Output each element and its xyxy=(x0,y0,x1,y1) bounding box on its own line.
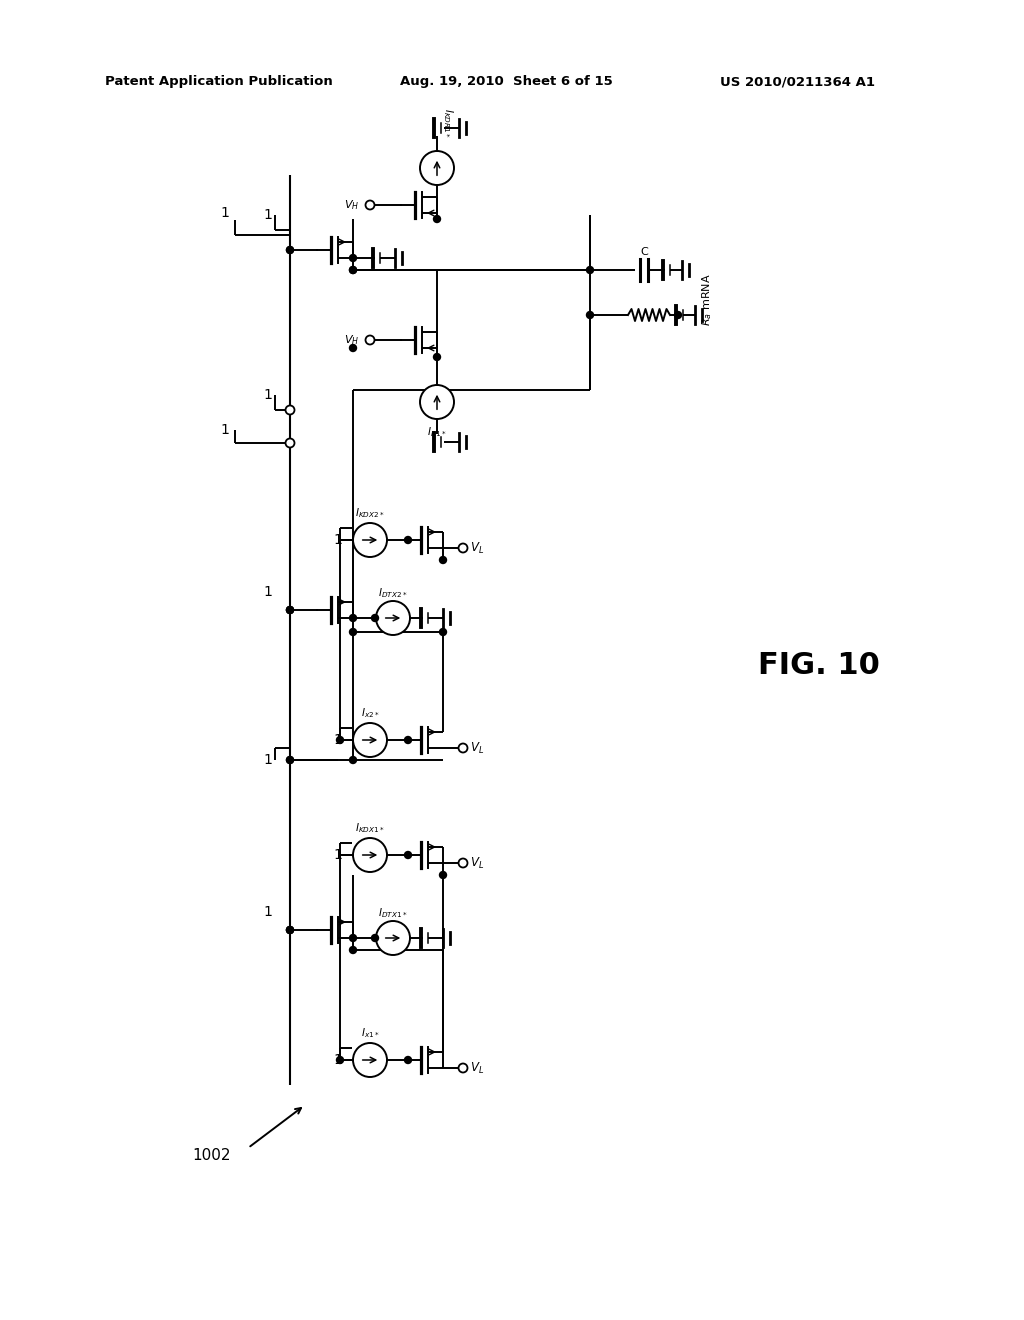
Circle shape xyxy=(287,606,294,614)
Circle shape xyxy=(349,267,356,273)
Circle shape xyxy=(287,927,294,933)
Circle shape xyxy=(376,921,410,954)
Circle shape xyxy=(459,858,468,867)
Circle shape xyxy=(287,927,294,933)
Circle shape xyxy=(675,312,682,318)
Circle shape xyxy=(459,743,468,752)
Circle shape xyxy=(433,354,440,360)
Circle shape xyxy=(439,871,446,879)
Text: 1: 1 xyxy=(220,206,229,220)
Circle shape xyxy=(337,1056,343,1064)
Circle shape xyxy=(286,438,295,447)
Circle shape xyxy=(337,737,343,743)
Circle shape xyxy=(286,405,295,414)
Text: $I_{KDX1*}$: $I_{KDX1*}$ xyxy=(355,821,385,836)
Circle shape xyxy=(372,615,379,622)
Circle shape xyxy=(366,335,375,345)
Circle shape xyxy=(287,756,294,763)
Text: $V_H$: $V_H$ xyxy=(344,198,359,213)
Circle shape xyxy=(404,851,412,858)
Text: US 2010/0211364 A1: US 2010/0211364 A1 xyxy=(720,75,874,88)
Text: $V_L$: $V_L$ xyxy=(470,741,484,755)
Circle shape xyxy=(404,737,412,743)
Circle shape xyxy=(349,615,356,622)
Circle shape xyxy=(349,628,356,635)
Text: $I_{x1*}$: $I_{x1*}$ xyxy=(360,1026,379,1040)
Text: 1: 1 xyxy=(334,733,342,747)
Text: $I_{R1*}$: $I_{R1*}$ xyxy=(427,425,446,438)
Circle shape xyxy=(433,215,440,223)
Circle shape xyxy=(366,201,375,210)
Circle shape xyxy=(353,723,387,756)
Circle shape xyxy=(349,255,356,261)
Circle shape xyxy=(287,247,294,253)
Circle shape xyxy=(420,150,454,185)
Circle shape xyxy=(439,557,446,564)
Text: 1: 1 xyxy=(263,209,272,222)
Circle shape xyxy=(372,935,379,941)
Text: 1: 1 xyxy=(263,388,272,403)
Circle shape xyxy=(349,345,356,351)
Text: $R_a$ mRNA: $R_a$ mRNA xyxy=(700,273,714,326)
Circle shape xyxy=(287,606,294,614)
Circle shape xyxy=(587,267,594,273)
Text: C: C xyxy=(640,247,648,257)
Circle shape xyxy=(587,312,594,318)
Text: Patent Application Publication: Patent Application Publication xyxy=(105,75,333,88)
Circle shape xyxy=(376,601,410,635)
Text: 1: 1 xyxy=(263,585,272,599)
Circle shape xyxy=(349,267,356,273)
Text: $V_H$: $V_H$ xyxy=(344,333,359,347)
Circle shape xyxy=(439,628,446,635)
Circle shape xyxy=(287,247,294,253)
Text: 1: 1 xyxy=(263,752,272,767)
Text: Aug. 19, 2010  Sheet 6 of 15: Aug. 19, 2010 Sheet 6 of 15 xyxy=(400,75,612,88)
Circle shape xyxy=(404,536,412,544)
Circle shape xyxy=(459,544,468,553)
Text: $I_{DTX1*}$: $I_{DTX1*}$ xyxy=(378,906,408,920)
Text: $V_L$: $V_L$ xyxy=(470,855,484,871)
Text: FIG. 10: FIG. 10 xyxy=(758,651,880,680)
Text: $I_{x2*}$: $I_{x2*}$ xyxy=(360,706,379,719)
Circle shape xyxy=(349,946,356,953)
Text: $I_{KDX2*}$: $I_{KDX2*}$ xyxy=(355,506,385,520)
Circle shape xyxy=(459,1064,468,1072)
Circle shape xyxy=(349,935,356,941)
Text: $I_{KDR1*}$: $I_{KDR1*}$ xyxy=(441,108,455,139)
Circle shape xyxy=(287,606,294,614)
Text: $V_L$: $V_L$ xyxy=(470,1060,484,1076)
Text: $I_{DTX2*}$: $I_{DTX2*}$ xyxy=(378,586,408,599)
Circle shape xyxy=(353,838,387,873)
Text: 1: 1 xyxy=(220,422,229,437)
Text: 1: 1 xyxy=(334,533,342,546)
Circle shape xyxy=(404,1056,412,1064)
Circle shape xyxy=(353,1043,387,1077)
Text: $V_L$: $V_L$ xyxy=(470,540,484,556)
Text: 1: 1 xyxy=(334,847,342,862)
Circle shape xyxy=(287,756,294,763)
Text: 1002: 1002 xyxy=(193,1147,230,1163)
Text: 1: 1 xyxy=(263,906,272,919)
Circle shape xyxy=(353,523,387,557)
Circle shape xyxy=(349,756,356,763)
Circle shape xyxy=(287,927,294,933)
Text: 1: 1 xyxy=(334,1053,342,1067)
Circle shape xyxy=(420,385,454,418)
